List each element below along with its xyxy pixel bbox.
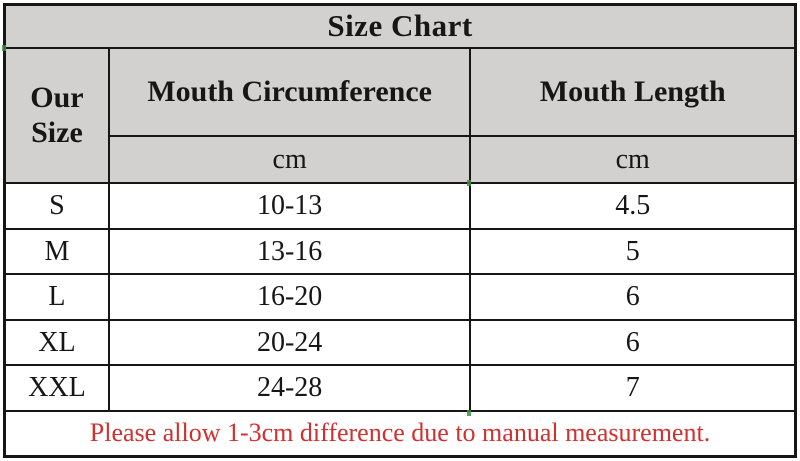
circumference-cell: 13-16 [107, 227, 472, 276]
size-cell: S [3, 182, 110, 230]
table-row-l: L 16-20 6 [3, 273, 797, 321]
compression-artifact [2, 45, 6, 51]
column-header-our-size: Our Size [3, 46, 110, 185]
column-header-mouth-length: Mouth Length [469, 46, 797, 137]
circumference-cell: 10-13 [107, 182, 472, 230]
unit-mouth-length: cm [469, 134, 797, 185]
circumference-cell: 20-24 [107, 318, 472, 367]
table-row-s: S 10-13 4.5 [3, 182, 797, 230]
length-cell: 6 [469, 273, 797, 321]
table-row-xl: XL 20-24 6 [3, 318, 797, 367]
table-row-xxl: XXL 24-28 7 [3, 364, 797, 412]
length-cell: 7 [469, 364, 797, 412]
compression-artifact [467, 180, 471, 186]
table-row-m: M 13-16 5 [3, 227, 797, 276]
length-cell: 4.5 [469, 182, 797, 230]
circumference-cell: 24-28 [107, 364, 472, 412]
length-cell: 6 [469, 318, 797, 367]
size-chart-table: Size Chart Our Size Mouth Circumference … [3, 3, 797, 458]
length-cell: 5 [469, 227, 797, 276]
size-cell: L [3, 273, 110, 321]
chart-title: Size Chart [3, 3, 797, 49]
circumference-cell: 16-20 [107, 273, 472, 321]
compression-artifact [467, 410, 471, 416]
unit-mouth-circumference: cm [107, 134, 472, 185]
size-cell: XXL [3, 364, 110, 412]
size-cell: XL [3, 318, 110, 367]
size-cell: M [3, 227, 110, 276]
measurement-disclaimer: Please allow 1-3cm difference due to man… [3, 409, 797, 458]
column-header-mouth-circumference: Mouth Circumference [107, 46, 472, 137]
